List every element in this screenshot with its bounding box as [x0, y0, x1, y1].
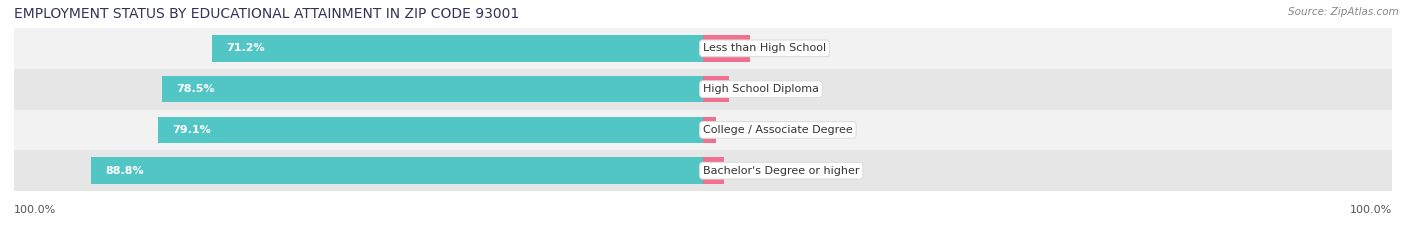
- Bar: [14, 110, 1392, 150]
- Bar: [703, 35, 749, 62]
- Text: Source: ZipAtlas.com: Source: ZipAtlas.com: [1288, 7, 1399, 17]
- Bar: [14, 69, 1392, 110]
- Text: 1.9%: 1.9%: [727, 125, 755, 135]
- Bar: [703, 76, 730, 102]
- Text: 88.8%: 88.8%: [105, 166, 143, 176]
- Bar: [14, 28, 1392, 69]
- Bar: [162, 76, 703, 102]
- Bar: [212, 35, 703, 62]
- Bar: [91, 158, 703, 184]
- Bar: [14, 150, 1392, 191]
- Text: 71.2%: 71.2%: [226, 43, 264, 53]
- Text: 3.8%: 3.8%: [740, 84, 768, 94]
- Text: EMPLOYMENT STATUS BY EDUCATIONAL ATTAINMENT IN ZIP CODE 93001: EMPLOYMENT STATUS BY EDUCATIONAL ATTAINM…: [14, 7, 519, 21]
- Text: Less than High School: Less than High School: [703, 43, 827, 53]
- Text: Bachelor's Degree or higher: Bachelor's Degree or higher: [703, 166, 859, 176]
- Bar: [157, 117, 703, 143]
- Bar: [703, 158, 724, 184]
- Text: 100.0%: 100.0%: [1350, 205, 1392, 215]
- Text: 6.8%: 6.8%: [761, 43, 789, 53]
- Text: 79.1%: 79.1%: [172, 125, 211, 135]
- Text: College / Associate Degree: College / Associate Degree: [703, 125, 853, 135]
- Text: 100.0%: 100.0%: [14, 205, 56, 215]
- Text: 78.5%: 78.5%: [176, 84, 215, 94]
- Text: 3.0%: 3.0%: [734, 166, 762, 176]
- Bar: [703, 117, 716, 143]
- Text: High School Diploma: High School Diploma: [703, 84, 820, 94]
